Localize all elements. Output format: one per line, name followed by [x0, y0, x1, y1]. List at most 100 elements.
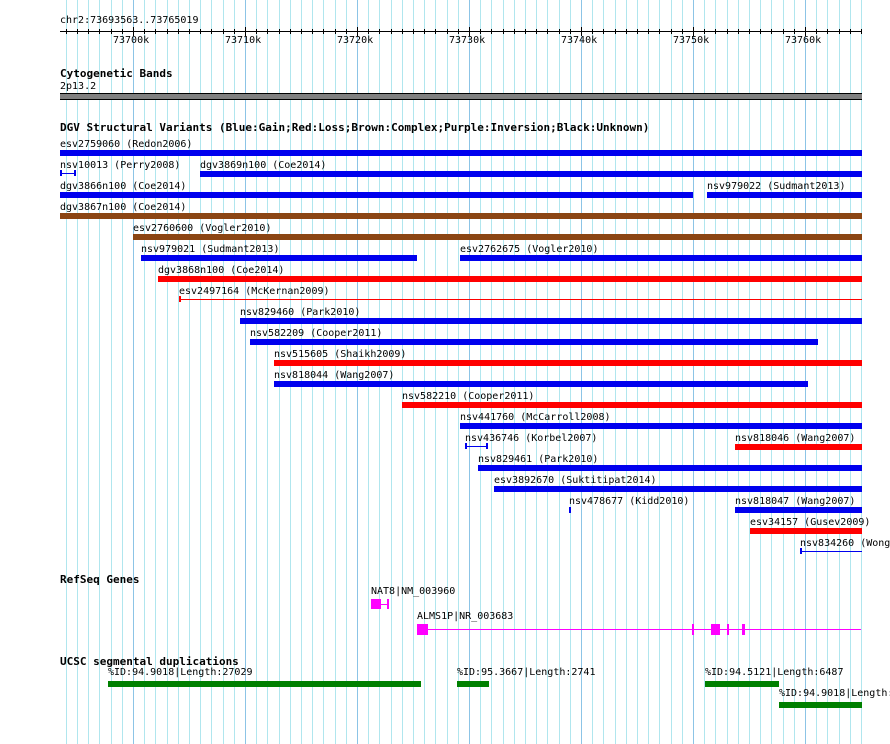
ruler-tick: [368, 29, 369, 34]
ruler-tick: [402, 29, 403, 34]
gene-exon[interactable]: [387, 599, 389, 609]
variant-label: nsv829460 (Park2010): [240, 307, 361, 318]
variant-feature[interactable]: [240, 318, 862, 324]
grid-line: [536, 0, 537, 744]
variant-label: nsv515605 (Shaikh2009): [274, 349, 407, 360]
grid-line: [88, 0, 89, 744]
ruler-tick: [379, 29, 380, 34]
segdup-feature[interactable]: [779, 702, 862, 708]
gene-exon[interactable]: [727, 624, 729, 635]
variant-label: nsv979022 (Sudmant2013): [707, 181, 846, 192]
ruler-tick: [659, 29, 660, 34]
grid-line: [592, 0, 593, 744]
variant-feature[interactable]: [750, 528, 862, 534]
variant-feature[interactable]: [460, 255, 862, 261]
ruler-tick: [200, 29, 201, 34]
variant-feature-end: [486, 443, 488, 449]
variant-feature[interactable]: [250, 339, 818, 345]
ruler-tick: [480, 29, 481, 34]
variant-label: esv3892670 (Suktitipat2014): [494, 475, 657, 486]
segdup-label: %ID:94.5121|Length:6487: [705, 667, 844, 678]
ruler-tick: [469, 27, 470, 36]
variant-feature[interactable]: [494, 486, 862, 492]
segdup-label: %ID:95.3667|Length:2741: [457, 667, 596, 678]
variant-feature[interactable]: [707, 192, 862, 198]
variant-feature-end: [179, 296, 181, 302]
variant-feature[interactable]: [465, 446, 487, 447]
variant-feature[interactable]: [179, 299, 862, 300]
ruler-tick: [301, 29, 302, 34]
gene-exon[interactable]: [692, 624, 694, 635]
ruler-tick: [447, 29, 448, 34]
grid-line: [312, 0, 313, 744]
variant-label: nsv818046 (Wang2007): [735, 433, 856, 444]
variant-feature[interactable]: [735, 507, 862, 513]
segdup-feature[interactable]: [705, 681, 779, 687]
grid-line: [648, 0, 649, 744]
variant-feature[interactable]: [133, 234, 862, 240]
grid-line: [155, 0, 156, 744]
grid-line: [491, 0, 492, 744]
ruler-tick: [559, 29, 560, 34]
segdup-feature[interactable]: [457, 681, 489, 687]
ruler-tick: [570, 29, 571, 34]
ruler-tick: [424, 29, 425, 34]
gene-exon[interactable]: [711, 624, 720, 635]
variant-feature[interactable]: [569, 507, 571, 513]
variant-feature[interactable]: [60, 213, 862, 219]
ruler-tick: [727, 29, 728, 34]
ruler-tick: [816, 29, 817, 34]
ruler-tick: [704, 29, 705, 34]
variant-feature[interactable]: [460, 423, 862, 429]
grid-line: [77, 0, 78, 744]
grid-line: [323, 0, 324, 744]
ruler-tick: [211, 29, 212, 34]
grid-line: [469, 0, 470, 744]
grid-line: [66, 0, 67, 744]
variant-label: esv2762675 (Vogler2010): [460, 244, 599, 255]
segdup-label: %ID:94.9018|Length:: [779, 688, 890, 699]
ruler-tick: [323, 29, 324, 34]
variant-feature[interactable]: [200, 171, 862, 177]
grid-line: [503, 0, 504, 744]
cytoband-bar[interactable]: [60, 93, 862, 100]
grid-line: [626, 0, 627, 744]
variant-feature[interactable]: [402, 402, 862, 408]
variant-feature[interactable]: [158, 276, 862, 282]
ruler-tick: [267, 29, 268, 34]
variant-feature[interactable]: [60, 173, 75, 174]
variant-feature[interactable]: [478, 465, 862, 471]
ruler-tick: [525, 29, 526, 34]
variant-feature[interactable]: [60, 150, 862, 156]
variant-label: nsv478677 (Kidd2010): [569, 496, 690, 507]
variant-feature-end: [74, 170, 76, 176]
grid-line: [693, 0, 694, 744]
gene-exon[interactable]: [371, 599, 381, 609]
variant-feature[interactable]: [274, 381, 808, 387]
variant-feature[interactable]: [141, 255, 417, 261]
ruler-tick-label: 73740k: [561, 35, 598, 46]
grid-line: [671, 0, 672, 744]
ruler-tick: [178, 29, 179, 34]
variant-feature[interactable]: [800, 551, 862, 552]
segdup-feature[interactable]: [108, 681, 421, 687]
grid-line: [458, 0, 459, 744]
ruler-tick: [111, 29, 112, 34]
gene-exon[interactable]: [742, 624, 745, 635]
ruler-tick-label: 73760k: [785, 35, 822, 46]
variant-label: esv2759060 (Redon2006): [60, 139, 193, 150]
ruler-tick: [133, 27, 134, 36]
grid-line: [525, 0, 526, 744]
gene-intron-line[interactable]: [417, 629, 861, 630]
variant-label: esv2760600 (Vogler2010): [133, 223, 272, 234]
gene-exon[interactable]: [417, 624, 428, 635]
variant-feature[interactable]: [60, 192, 693, 198]
ruler-tick: [144, 29, 145, 34]
ruler-tick: [413, 29, 414, 34]
variant-feature[interactable]: [735, 444, 862, 450]
ruler-tick: [491, 29, 492, 34]
ruler-tick: [312, 29, 313, 34]
variant-feature[interactable]: [274, 360, 862, 366]
ruler-tick: [223, 29, 224, 34]
